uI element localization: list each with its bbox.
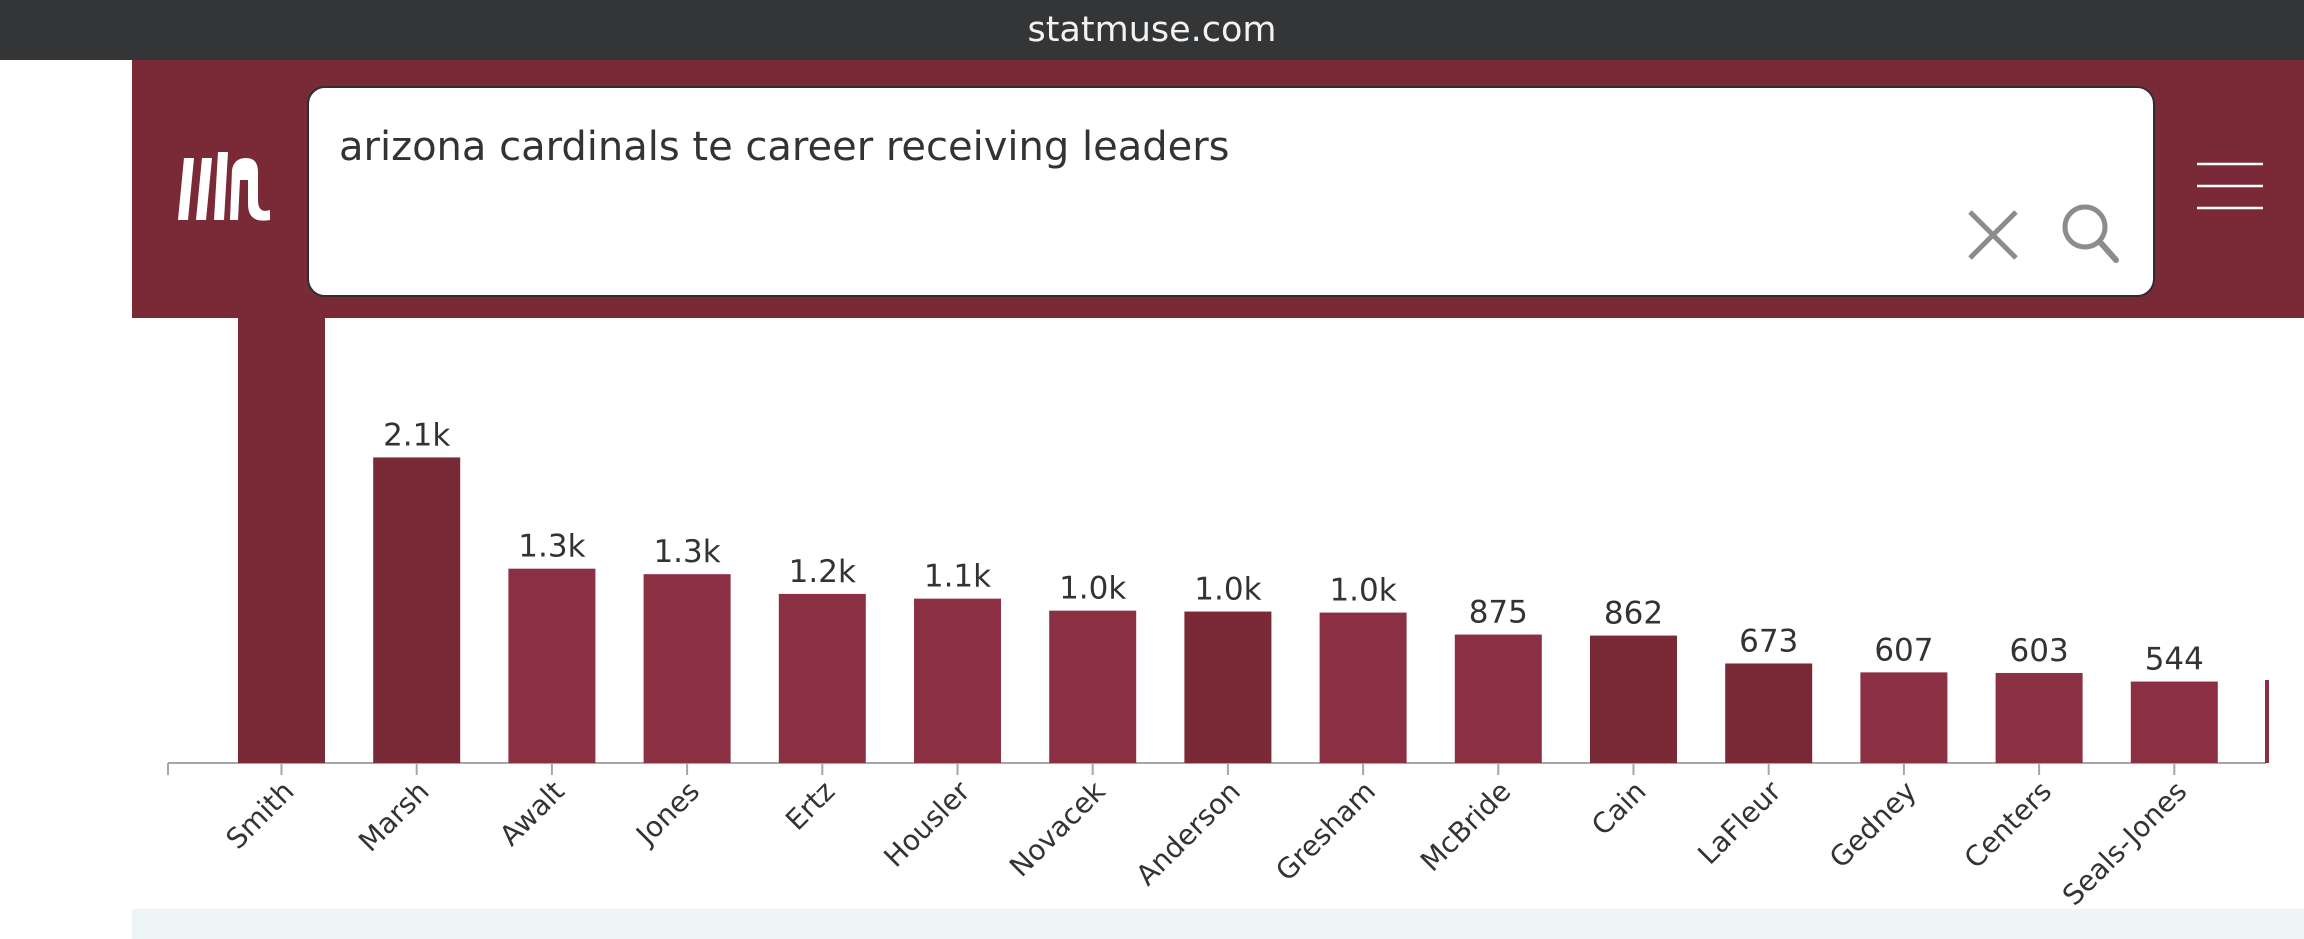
- category-label: Cain: [1585, 775, 1652, 842]
- bar-partial: [2265, 680, 2269, 763]
- data-label: 1.0k: [1194, 572, 1261, 608]
- category-label: Seals-Jones: [2056, 775, 2193, 912]
- search-box[interactable]: arizona cardinals te career receiving le…: [307, 86, 2155, 297]
- bar-novacek: [1049, 610, 1137, 763]
- category-label: McBride: [1414, 775, 1517, 878]
- bar-lafleur: [1725, 663, 1813, 763]
- category-label: Novacek: [1003, 774, 1112, 883]
- category-label: Marsh: [352, 775, 436, 859]
- browser-address-bar[interactable]: statmuse.com: [0, 0, 2304, 60]
- data-label: 607: [1874, 632, 1933, 668]
- data-label: 875: [1469, 595, 1528, 631]
- data-label: 2.1k: [383, 417, 450, 453]
- bar-jones: [643, 574, 731, 763]
- category-label: Smith: [219, 775, 300, 856]
- close-icon[interactable]: [1964, 206, 2022, 264]
- search-icon[interactable]: [2060, 202, 2120, 264]
- bar-gresham: [1319, 612, 1407, 763]
- bar-housler: [914, 598, 1001, 763]
- data-label: 862: [1604, 596, 1663, 632]
- bar-mcbride: [1454, 634, 1542, 763]
- data-label: 1.1k: [924, 559, 991, 595]
- data-label: 603: [2010, 633, 2069, 669]
- category-label: Anderson: [1130, 775, 1247, 892]
- hamburger-menu-icon[interactable]: [2195, 160, 2265, 212]
- category-label: Gedney: [1823, 775, 1923, 875]
- category-label: Ertz: [779, 775, 841, 837]
- category-label: Centers: [1958, 775, 2058, 875]
- bar-gedney: [1860, 672, 1948, 763]
- search-input[interactable]: arizona cardinals te career receiving le…: [339, 124, 1230, 170]
- data-label: 1.2k: [789, 554, 856, 590]
- category-label: LaFleur: [1691, 774, 1788, 871]
- bar-ertz: [778, 593, 866, 763]
- data-label: 1.0k: [1329, 573, 1396, 609]
- bar-centers: [1995, 672, 2083, 763]
- category-label: Gresham: [1269, 775, 1382, 888]
- bar-smith: [238, 318, 325, 763]
- bar-marsh: [373, 457, 461, 763]
- bar-cain: [1590, 635, 1677, 763]
- data-label: 1.3k: [653, 534, 720, 570]
- browser-url: statmuse.com: [1027, 10, 1277, 50]
- data-label: 1.3k: [518, 529, 585, 565]
- data-label: 544: [2145, 642, 2204, 678]
- category-label: Awalt: [493, 775, 571, 853]
- statmuse-logo-icon[interactable]: [174, 150, 274, 230]
- category-label: Jones: [628, 775, 706, 853]
- data-label: 1.0k: [1059, 571, 1126, 607]
- content-strip: [132, 909, 2304, 939]
- data-label: 673: [1739, 623, 1798, 659]
- bar-awalt: [508, 568, 596, 763]
- bar-seals-jones: [2130, 681, 2218, 763]
- category-label: Housler: [877, 774, 976, 873]
- bar-anderson: [1184, 611, 1272, 763]
